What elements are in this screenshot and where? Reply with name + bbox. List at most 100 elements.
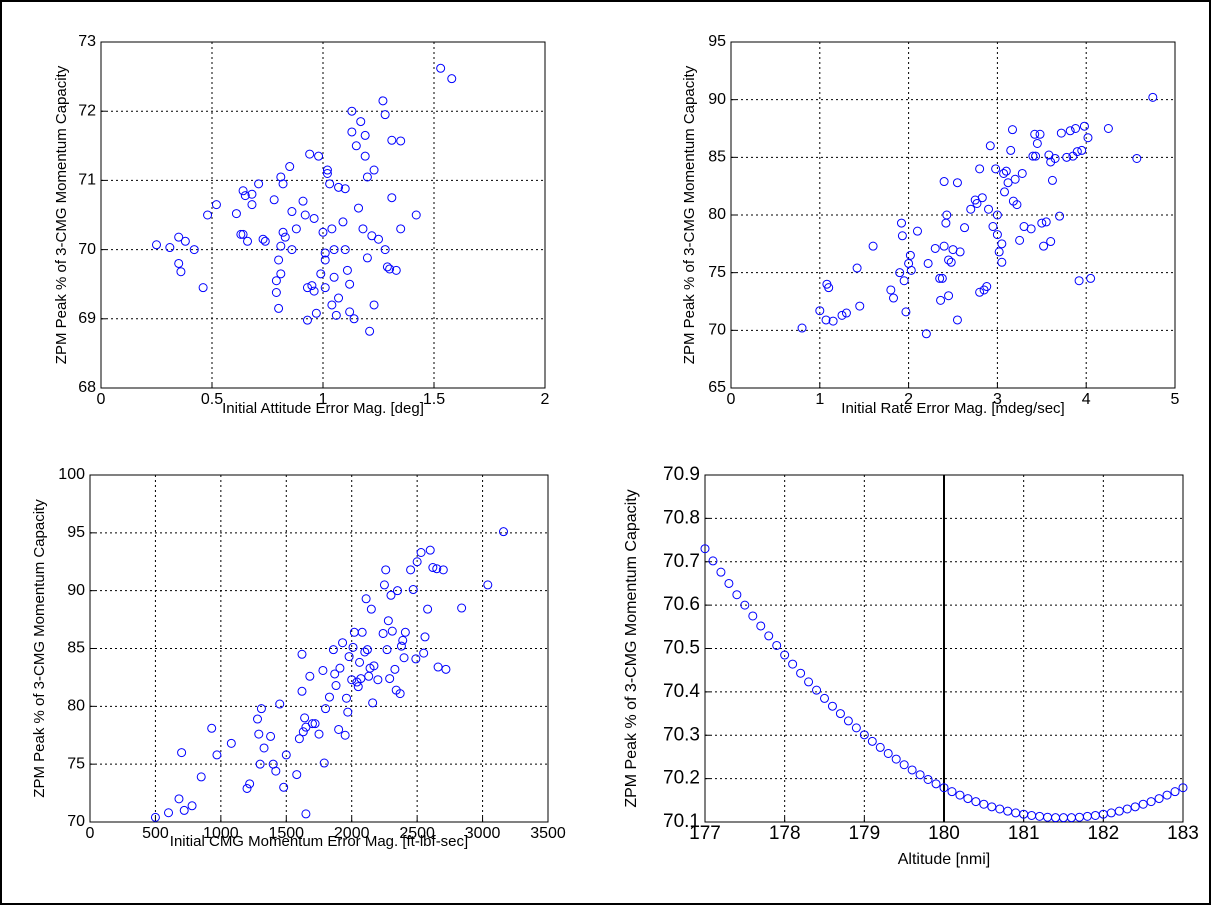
x-tick-label: 177 [689, 823, 721, 844]
point [360, 151, 370, 161]
point [292, 770, 302, 780]
point [867, 736, 877, 746]
point [1086, 273, 1096, 283]
point [1001, 166, 1011, 176]
point [344, 652, 354, 662]
point [946, 257, 956, 267]
point [276, 241, 286, 251]
point [311, 308, 321, 318]
point [483, 580, 493, 590]
x-tick-label: 182 [1087, 823, 1119, 844]
point [345, 279, 355, 289]
point [340, 184, 350, 194]
point [320, 283, 330, 293]
point [331, 681, 341, 691]
y-axis-label: ZPM Peak % of 3-CMG Momentum Capacity [31, 499, 48, 798]
point [979, 799, 989, 809]
point [298, 196, 308, 206]
point [1077, 145, 1087, 155]
point [212, 750, 222, 760]
point [995, 804, 1005, 814]
point [796, 668, 806, 678]
point [837, 310, 847, 320]
point [997, 239, 1007, 249]
point [297, 686, 307, 696]
y-tick-label: 70.6 [663, 594, 700, 615]
point [328, 645, 338, 655]
point [340, 245, 350, 255]
point [966, 204, 976, 214]
point [912, 226, 922, 236]
point [899, 276, 909, 286]
point [828, 316, 838, 326]
point [835, 709, 845, 719]
point [1030, 129, 1040, 139]
point [271, 766, 281, 776]
point [780, 650, 790, 660]
point [369, 165, 379, 175]
point [335, 663, 345, 673]
point [341, 693, 351, 703]
x-tick-label: 3500 [530, 825, 566, 842]
point [824, 283, 834, 293]
point [276, 172, 286, 182]
point [275, 699, 285, 709]
plot-area [90, 475, 548, 822]
point [988, 222, 998, 232]
point [236, 229, 246, 239]
point [258, 234, 268, 244]
point [342, 265, 352, 275]
y-tick-label: 75 [708, 264, 726, 281]
point [327, 300, 337, 310]
point [952, 315, 962, 325]
point [278, 179, 288, 189]
point [358, 224, 368, 234]
y-tick-label: 68 [78, 379, 96, 396]
x-axis-label: Initial Rate Error Mag. [mdeg/sec] [841, 400, 1064, 417]
point [324, 692, 334, 702]
point [1130, 802, 1140, 812]
point [254, 729, 264, 739]
point [939, 177, 949, 187]
point [947, 787, 957, 797]
x-tick-label: 0 [727, 391, 736, 408]
point [804, 677, 814, 687]
x-tick-label: 178 [769, 823, 801, 844]
point [354, 203, 364, 213]
point [412, 557, 422, 567]
point [930, 243, 940, 253]
point [276, 269, 286, 279]
point [176, 267, 186, 277]
point [305, 671, 315, 681]
point [334, 724, 344, 734]
point [271, 288, 281, 298]
point [935, 273, 945, 283]
y-tick-label: 80 [67, 698, 85, 715]
point [361, 594, 371, 604]
x-axis-label: Initial CMG Momentum Error Mag. [ft-lbf-… [170, 833, 468, 850]
point [740, 600, 750, 610]
x-tick-label: 180 [928, 823, 960, 844]
point [329, 272, 339, 282]
axes-box [89, 474, 549, 823]
y-tick-label: 70 [708, 322, 726, 339]
point [240, 191, 250, 201]
point [309, 286, 319, 296]
point [895, 268, 905, 278]
point [821, 315, 831, 325]
point [457, 603, 467, 613]
point [499, 527, 509, 537]
point [907, 765, 917, 775]
point [260, 236, 270, 246]
point [280, 232, 290, 242]
point [259, 743, 269, 753]
point [255, 759, 265, 769]
point [1000, 187, 1010, 197]
point [281, 750, 291, 760]
point [382, 645, 392, 655]
point [314, 151, 324, 161]
point [905, 250, 915, 260]
axes-box [100, 41, 546, 389]
x-tick-label: 0.5 [201, 391, 223, 408]
point [338, 638, 348, 648]
